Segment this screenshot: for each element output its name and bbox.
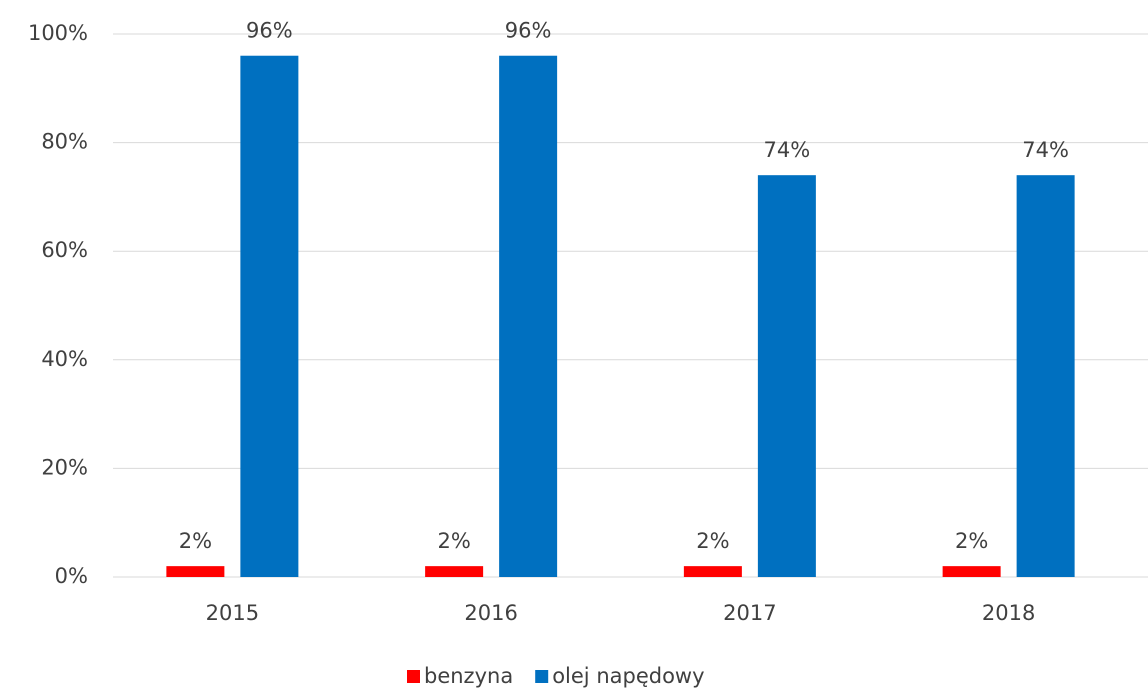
y-tick-label: 100%: [28, 21, 88, 45]
x-tick-label: 2017: [723, 601, 776, 625]
data-label: 96%: [246, 19, 293, 43]
legend-label: benzyna: [424, 664, 513, 688]
legend-swatch: [407, 670, 420, 683]
data-label: 2%: [179, 529, 212, 553]
bar: [757, 175, 816, 577]
data-label: 2%: [696, 529, 729, 553]
y-tick-label: 0%: [55, 564, 88, 588]
legend-label: olej napędowy: [552, 664, 704, 688]
bar: [942, 566, 1001, 577]
y-tick-label: 40%: [41, 347, 88, 371]
bar: [425, 566, 484, 577]
legend-swatch: [535, 670, 549, 683]
y-tick-label: 60%: [41, 238, 88, 262]
data-label: 74%: [1022, 138, 1069, 162]
data-label: 96%: [505, 19, 552, 43]
data-label: 2%: [437, 529, 470, 553]
bar: [166, 566, 225, 577]
bar: [1016, 175, 1075, 577]
x-tick-label: 2018: [982, 601, 1035, 625]
data-label: 74%: [764, 138, 811, 162]
y-tick-label: 20%: [41, 455, 88, 479]
y-tick-label: 80%: [41, 130, 88, 154]
bar: [240, 55, 299, 578]
bar: [683, 566, 742, 577]
x-tick-label: 2016: [464, 601, 517, 625]
data-label: 2%: [955, 529, 988, 553]
bar: [499, 55, 558, 578]
x-tick-label: 2015: [206, 601, 259, 625]
